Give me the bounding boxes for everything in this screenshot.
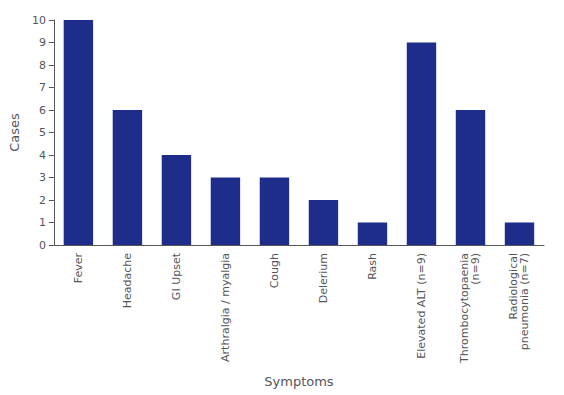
svg-text:Headache: Headache	[121, 253, 134, 309]
svg-text:1: 1	[39, 216, 46, 229]
svg-text:Thrombocytopaenia: Thrombocytopaenia	[458, 253, 472, 363]
svg-text:3: 3	[39, 171, 46, 184]
svg-text:Cough: Cough	[268, 253, 281, 288]
svg-text:0: 0	[39, 239, 46, 252]
svg-text:10: 10	[32, 14, 46, 27]
svg-text:4: 4	[39, 149, 46, 162]
svg-text:2: 2	[39, 194, 46, 207]
svg-text:Delerium: Delerium	[317, 253, 330, 303]
svg-text:GI Upset: GI Upset	[170, 252, 183, 300]
svg-text:7: 7	[39, 81, 46, 94]
svg-text:Symptoms: Symptoms	[264, 374, 334, 389]
svg-text:5: 5	[39, 126, 46, 139]
svg-text:9: 9	[39, 36, 46, 49]
svg-text:Elevated ALT (n=9): Elevated ALT (n=9)	[415, 253, 428, 359]
svg-text:(n=9): (n=9)	[469, 253, 482, 285]
svg-text:Arthralgia / myalgia: Arthralgia / myalgia	[219, 253, 232, 362]
svg-text:8: 8	[39, 59, 46, 72]
svg-text:Rash: Rash	[366, 253, 379, 280]
svg-text:6: 6	[39, 104, 46, 117]
svg-text:Fever: Fever	[72, 253, 85, 284]
svg-text:Radiological: Radiological	[507, 253, 521, 320]
svg-text:Cases: Cases	[7, 113, 22, 152]
svg-text:pneumonia (n=7): pneumonia (n=7)	[518, 253, 531, 350]
